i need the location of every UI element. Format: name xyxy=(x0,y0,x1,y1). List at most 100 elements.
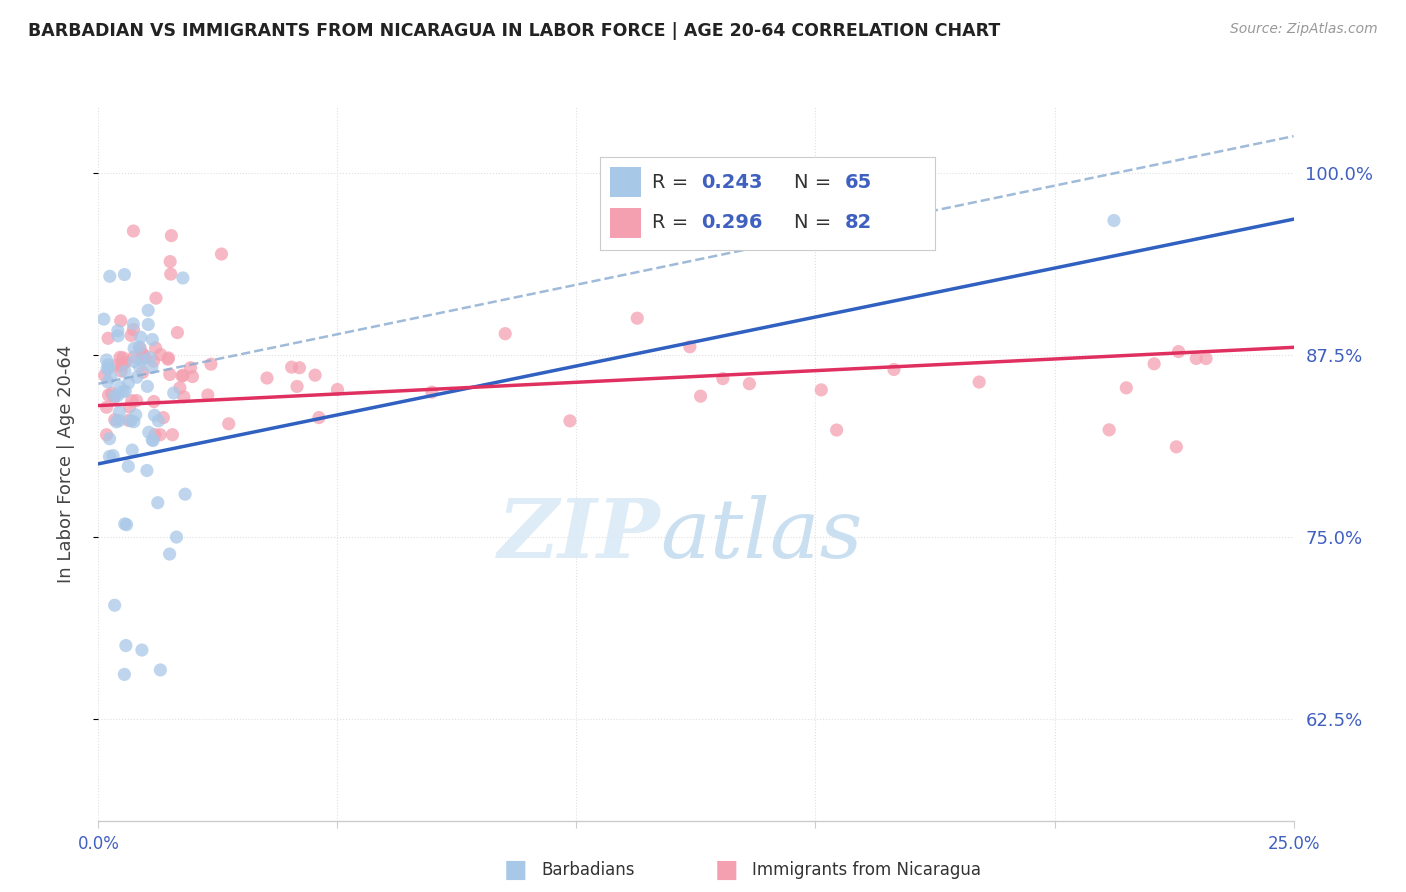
Point xyxy=(308,410,330,425)
Bar xyxy=(610,167,641,197)
Point xyxy=(141,360,163,375)
Point xyxy=(142,394,165,409)
Point xyxy=(136,303,159,318)
Point xyxy=(1185,351,1208,366)
Point xyxy=(98,269,121,284)
Text: ■: ■ xyxy=(503,858,527,881)
Point xyxy=(117,413,139,427)
Point xyxy=(101,449,124,463)
Point xyxy=(131,366,153,380)
Point xyxy=(97,361,120,376)
Text: N =: N = xyxy=(794,172,838,192)
Point xyxy=(96,362,118,376)
Point xyxy=(125,393,148,408)
Point xyxy=(122,224,145,238)
Text: R =: R = xyxy=(652,172,695,192)
Point xyxy=(136,463,159,477)
Point xyxy=(420,385,443,400)
Point xyxy=(110,314,132,328)
Point xyxy=(142,354,165,368)
Point xyxy=(122,322,145,336)
Point xyxy=(136,379,159,393)
Point xyxy=(159,254,181,268)
Point xyxy=(145,291,167,305)
Point xyxy=(111,359,134,373)
Point xyxy=(128,359,150,374)
Point xyxy=(162,427,184,442)
Point xyxy=(104,413,127,427)
Point xyxy=(288,360,311,375)
Point xyxy=(326,383,349,397)
Point xyxy=(96,427,118,442)
Point xyxy=(114,268,136,282)
Point xyxy=(122,415,145,429)
Point xyxy=(145,341,167,355)
Point xyxy=(143,409,166,423)
Point xyxy=(134,351,156,365)
Point xyxy=(98,432,121,446)
Point xyxy=(173,390,195,404)
Point xyxy=(108,380,131,394)
Point xyxy=(149,347,172,361)
Point xyxy=(132,348,155,362)
Point xyxy=(148,414,170,428)
Point xyxy=(101,386,124,401)
Text: N =: N = xyxy=(794,213,838,232)
Point xyxy=(218,417,240,431)
Point xyxy=(138,425,160,440)
Point xyxy=(169,381,191,395)
Point xyxy=(131,643,153,657)
Point xyxy=(1115,381,1137,395)
Point xyxy=(160,228,183,243)
Point xyxy=(97,331,120,345)
Point xyxy=(1195,351,1218,366)
Point xyxy=(110,364,132,378)
Point xyxy=(170,369,193,384)
Point xyxy=(494,326,516,341)
Text: Source: ZipAtlas.com: Source: ZipAtlas.com xyxy=(1230,22,1378,37)
Point xyxy=(180,360,202,375)
Point xyxy=(172,271,194,285)
Point xyxy=(142,434,165,448)
Point xyxy=(738,376,761,391)
Point xyxy=(108,351,131,365)
Point xyxy=(120,328,142,343)
Point xyxy=(114,384,136,398)
Point xyxy=(146,496,169,510)
Text: ■: ■ xyxy=(714,858,738,881)
Point xyxy=(107,389,129,403)
Point xyxy=(172,368,194,383)
Point xyxy=(103,389,125,403)
Point xyxy=(149,427,172,442)
Point xyxy=(159,547,181,561)
Point xyxy=(149,663,172,677)
Point xyxy=(132,348,155,362)
Point xyxy=(1102,213,1125,227)
Text: Immigrants from Nicaragua: Immigrants from Nicaragua xyxy=(752,861,981,879)
Point xyxy=(115,517,138,532)
Text: Barbadians: Barbadians xyxy=(541,861,636,879)
Point xyxy=(93,312,115,326)
Text: BARBADIAN VS IMMIGRANTS FROM NICARAGUA IN LABOR FORCE | AGE 20-64 CORRELATION CH: BARBADIAN VS IMMIGRANTS FROM NICARAGUA I… xyxy=(28,22,1001,40)
Point xyxy=(118,400,141,414)
Point xyxy=(97,358,120,372)
Point xyxy=(159,368,181,382)
Point xyxy=(825,423,848,437)
Point xyxy=(111,351,134,365)
Point xyxy=(869,209,891,223)
Point xyxy=(166,326,188,340)
Point xyxy=(125,370,148,384)
Point xyxy=(181,369,204,384)
Point xyxy=(156,352,179,367)
Point xyxy=(304,368,326,383)
Y-axis label: In Labor Force | Age 20-64: In Labor Force | Age 20-64 xyxy=(56,344,75,583)
Text: atlas: atlas xyxy=(661,495,862,575)
Point xyxy=(1143,357,1166,371)
Point xyxy=(558,414,581,428)
Point xyxy=(280,360,302,375)
Text: 0.296: 0.296 xyxy=(700,213,762,232)
Point xyxy=(128,340,150,354)
Point xyxy=(114,355,136,369)
Point xyxy=(98,450,121,464)
Point xyxy=(122,317,145,331)
